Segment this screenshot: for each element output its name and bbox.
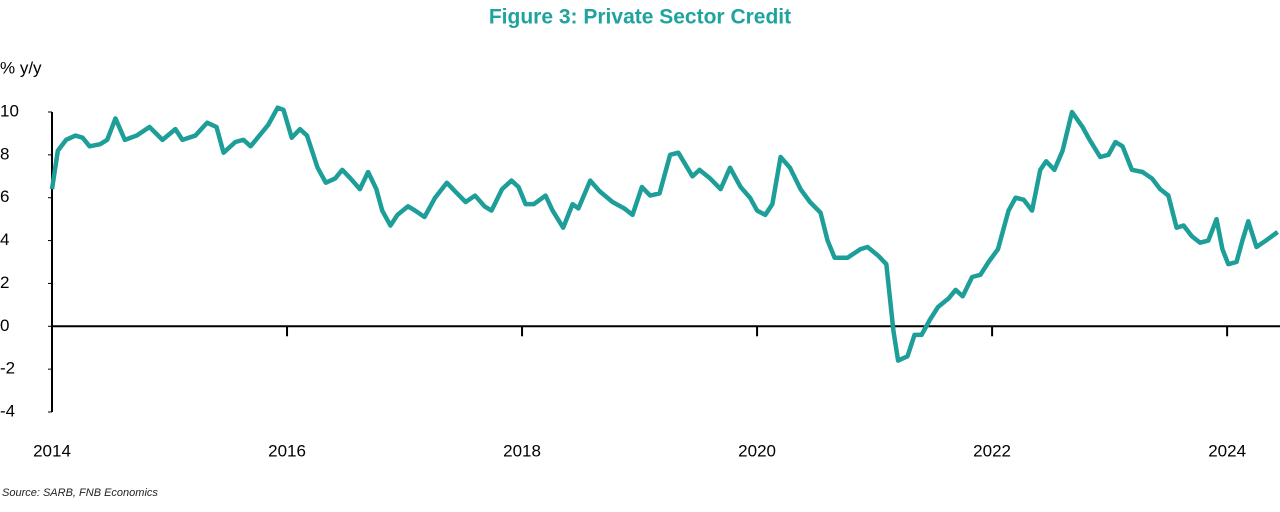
y-axis-label: % y/y: [0, 58, 42, 77]
y-tick-label: -2: [0, 359, 15, 378]
y-tick-label: 8: [0, 144, 9, 163]
x-tick-label: 2020: [738, 441, 776, 460]
y-tick-label: 0: [0, 316, 9, 335]
x-tick-label: 2016: [268, 441, 306, 460]
y-tick-label: 10: [0, 101, 19, 120]
x-tick-label: 2024: [1208, 441, 1246, 460]
x-tick-label: 2014: [33, 441, 71, 460]
y-tick-label: 6: [0, 187, 9, 206]
y-tick-label: 4: [0, 230, 9, 249]
y-tick-label: -4: [0, 401, 15, 420]
y-tick-label: 2: [0, 273, 9, 292]
source: Source: SARB, FNB Economics: [2, 487, 158, 499]
x-tick-label: 2022: [973, 441, 1011, 460]
x-tick-label: 2018: [503, 441, 541, 460]
chart-title: Figure 3: Private Sector Credit: [489, 6, 791, 29]
line-series: [49, 105, 1279, 363]
